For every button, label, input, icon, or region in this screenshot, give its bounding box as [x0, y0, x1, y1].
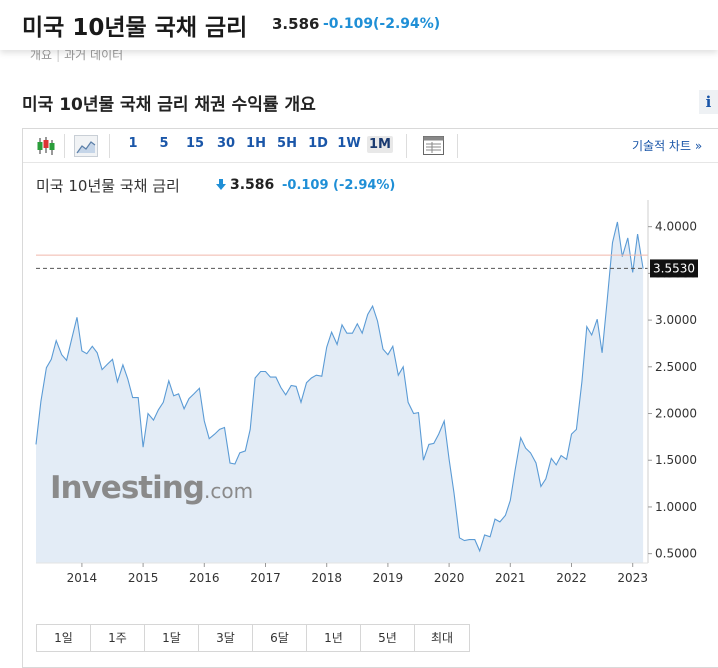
chart-legend-name: 미국 10년물 국채 금리	[36, 177, 180, 195]
area-fill	[36, 222, 644, 563]
toolbar-divider	[457, 134, 458, 158]
table-icon[interactable]	[422, 135, 446, 157]
price-change-percent: (-2.94%)	[373, 16, 441, 32]
investing-watermark: Investing.com	[50, 470, 253, 506]
interval-15[interactable]: 15	[185, 136, 205, 151]
area-chart-icon[interactable]	[74, 135, 98, 157]
down-arrow-icon	[216, 179, 226, 190]
y-tick-label: 4.0000	[655, 220, 697, 234]
range-6m[interactable]: 6달	[253, 625, 307, 651]
series-line	[35, 221, 644, 553]
y-tick-label: 0.5000	[655, 547, 697, 561]
x-tick-label: 2019	[373, 571, 404, 585]
interval-1m[interactable]: 1M	[367, 136, 393, 153]
interval-30[interactable]: 30	[216, 136, 236, 151]
interval-5h[interactable]: 5H	[277, 136, 297, 151]
x-tick-label: 2023	[617, 571, 648, 585]
section-title: 미국 10년물 국채 금리 채권 수익률 개요	[22, 95, 316, 115]
interval-1d[interactable]: 1D	[308, 136, 328, 151]
y-tick-label: 1.5000	[655, 453, 697, 467]
last-value-label: 3.5530	[653, 261, 695, 275]
interval-5[interactable]: 5	[159, 136, 169, 151]
x-tick-label: 2018	[311, 571, 342, 585]
range-1w[interactable]: 1주	[91, 625, 145, 651]
range-5y[interactable]: 5년	[361, 625, 415, 651]
range-3m[interactable]: 3달	[199, 625, 253, 651]
y-tick-label: 2.5000	[655, 360, 697, 374]
last-value-badge	[650, 259, 698, 278]
range-selector: 1일 1주 1달 3달 6달 1년 5년 최대	[36, 624, 470, 652]
toolbar-divider	[109, 134, 110, 158]
info-icon[interactable]: i	[699, 90, 718, 114]
quote-header: 미국 10년물 국채 금리 3.586 -0.109 (-2.94%)	[0, 0, 718, 50]
sub-tabs: 개요 | 과거 데이터	[30, 46, 123, 63]
x-tick-label: 2020	[434, 571, 465, 585]
tab-separator: |	[56, 48, 61, 62]
chart-toolbar: 1 5 15 30 1H 5H 1D 1W 1M	[23, 129, 718, 163]
watermark-main: Investing	[50, 470, 205, 506]
range-1y[interactable]: 1년	[307, 625, 361, 651]
y-tick-label: 1.0000	[655, 500, 697, 514]
chart-legend-change-percent: (-2.94%)	[333, 178, 396, 193]
x-tick-label: 2014	[67, 571, 98, 585]
range-1d[interactable]: 1일	[37, 625, 91, 651]
watermark-suffix: .com	[204, 479, 254, 503]
toolbar-divider	[406, 134, 407, 158]
x-tick-label: 2016	[189, 571, 220, 585]
instrument-title: 미국 10년물 국채 금리	[22, 15, 248, 41]
tab-historical-data[interactable]: 과거 데이터	[64, 48, 124, 62]
range-1m[interactable]: 1달	[145, 625, 199, 651]
x-tick-label: 2021	[495, 571, 526, 585]
toolbar-divider	[64, 134, 65, 158]
technical-chart-link[interactable]: 기술적 차트 »	[632, 139, 703, 153]
x-tick-label: 2022	[556, 571, 587, 585]
x-tick-label: 2017	[250, 571, 281, 585]
tab-overview[interactable]: 개요	[30, 48, 53, 62]
y-tick-label: 2.0000	[655, 407, 697, 421]
last-price: 3.586	[272, 15, 320, 33]
y-tick-label: 3.0000	[655, 313, 697, 327]
interval-1h[interactable]: 1H	[246, 136, 266, 151]
range-max[interactable]: 최대	[430, 631, 454, 645]
chart-legend-change: -0.109	[282, 178, 329, 193]
candlestick-icon[interactable]	[34, 135, 58, 157]
chart-legend-price: 3.586	[230, 177, 275, 193]
x-tick-label: 2015	[128, 571, 159, 585]
interval-1w[interactable]: 1W	[337, 136, 361, 151]
price-change: -0.109	[323, 16, 374, 32]
interval-1[interactable]: 1	[128, 136, 138, 151]
